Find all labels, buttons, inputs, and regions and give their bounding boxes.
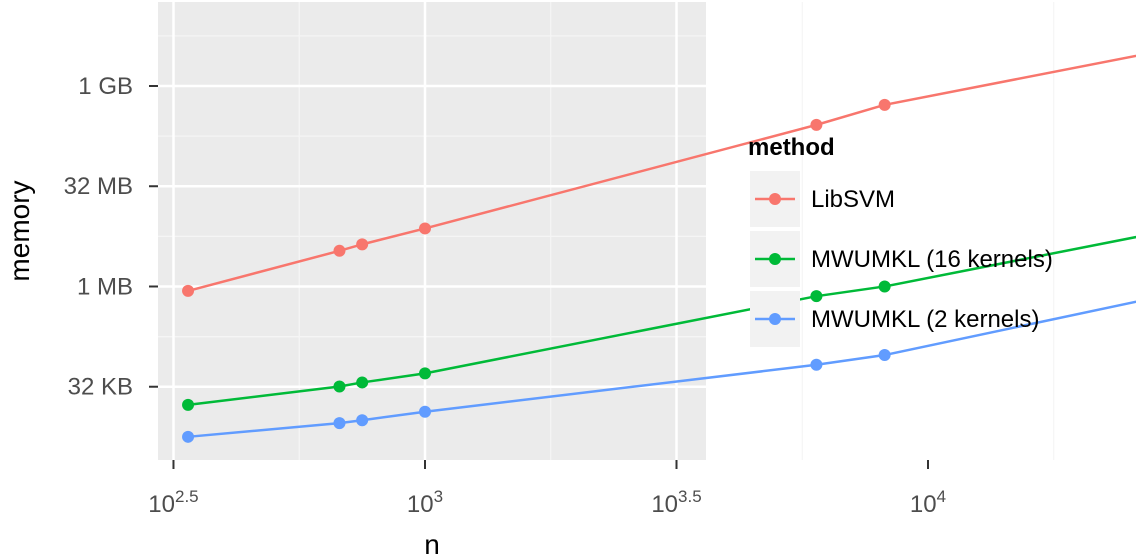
series-mwumkl-16-kernels	[182, 235, 1136, 411]
legend-item: MWUMKL (16 kernels)	[750, 231, 1053, 287]
data-point	[356, 238, 369, 251]
legend-label: MWUMKL (2 kernels)	[811, 306, 1039, 333]
series-libsvm	[182, 54, 1136, 297]
data-point	[878, 98, 891, 111]
y-tick-label: 32 MB	[64, 173, 133, 200]
data-point	[356, 414, 369, 427]
legend-key-point	[769, 253, 781, 265]
data-point	[878, 280, 891, 293]
data-point	[419, 367, 431, 380]
legend: method LibSVM MWUMKL (16 kernels) MWUMKL (…	[748, 134, 1053, 347]
legend-key-point	[769, 313, 781, 325]
data-point	[419, 222, 431, 235]
major-gridlines	[158, 2, 930, 460]
data-point	[333, 417, 346, 430]
legend-item: MWUMKL (2 kernels)	[750, 291, 1039, 347]
data-point	[182, 398, 195, 411]
data-point	[419, 405, 431, 418]
x-tick-label: 103.5	[651, 487, 701, 518]
legend-item: LibSVM	[750, 171, 895, 227]
y-tick-label: 1 MB	[77, 273, 133, 300]
x-tick-label: 104	[910, 487, 946, 518]
series-mwumkl-2-kernels	[182, 300, 1136, 443]
data-point	[182, 284, 195, 297]
data-point	[810, 358, 823, 371]
x-axis-title: n	[424, 529, 440, 559]
y-axis-title: memory	[4, 180, 35, 281]
x-tick-label: 103	[407, 487, 443, 518]
data-point	[810, 290, 823, 303]
legend-key-point	[769, 193, 781, 205]
x-tick-label: 102.5	[148, 487, 198, 518]
legend-label: MWUMKL (16 kernels)	[811, 246, 1053, 273]
data-point	[356, 376, 369, 389]
plot-panel	[158, 2, 706, 460]
data-point	[810, 118, 823, 131]
data-point	[878, 349, 891, 362]
legend-title: method	[748, 134, 835, 161]
series-layer	[182, 54, 1136, 443]
data-point	[182, 430, 195, 443]
y-axis: 1 GB 32 MB 1 MB 32 KB	[64, 73, 158, 401]
minor-gridlines	[158, 2, 1055, 460]
data-point	[333, 380, 346, 393]
y-tick-label: 32 KB	[68, 374, 133, 401]
y-tick-label: 1 GB	[78, 73, 133, 100]
legend-label: LibSVM	[811, 186, 895, 213]
data-point	[333, 244, 346, 257]
